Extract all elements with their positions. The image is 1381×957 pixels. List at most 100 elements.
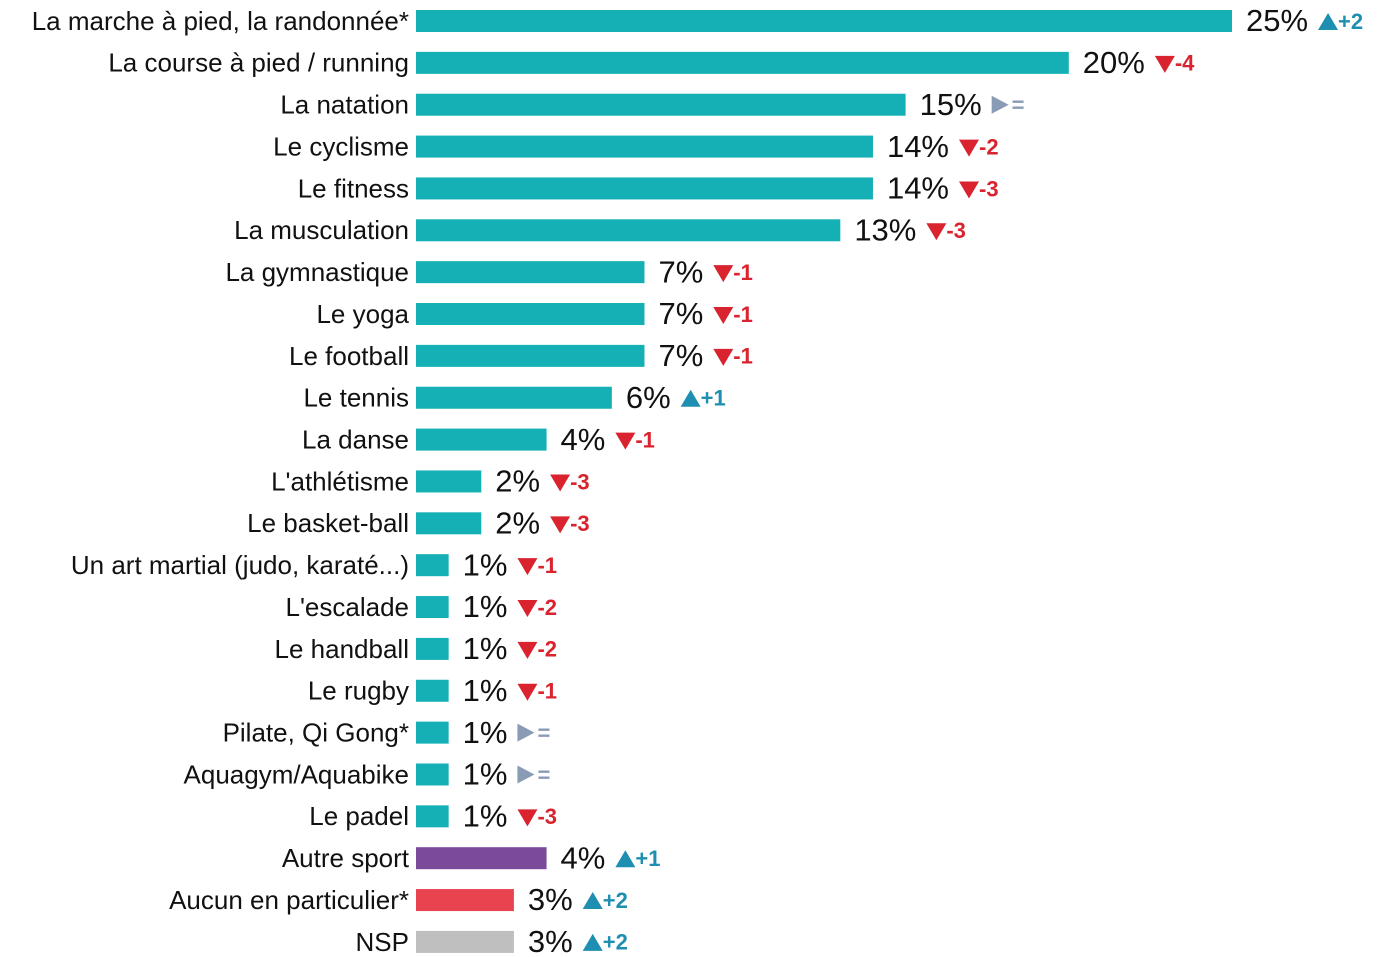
- value-label: 6%: [626, 380, 671, 415]
- change-label: =: [1012, 93, 1025, 118]
- value-label: 1%: [463, 631, 508, 666]
- change-label: =: [537, 762, 550, 787]
- bar: [416, 386, 612, 409]
- change-arrow: [517, 809, 538, 827]
- bar: [416, 805, 449, 828]
- change-label: -3: [570, 511, 590, 536]
- change-label: =: [537, 720, 550, 745]
- change-arrow: [680, 389, 701, 407]
- value-label: 13%: [854, 212, 916, 247]
- value-label: 1%: [463, 673, 508, 708]
- change-arrow: [582, 892, 603, 910]
- change-label: +2: [1338, 9, 1363, 34]
- bar: [416, 51, 1069, 74]
- bar: [416, 135, 873, 158]
- change-label: -1: [635, 427, 655, 452]
- change-label: -2: [537, 637, 557, 662]
- value-label: 3%: [528, 882, 573, 917]
- change-arrow: [991, 95, 1009, 114]
- change-label: -3: [946, 218, 966, 243]
- value-label: 7%: [658, 338, 703, 373]
- bar: [416, 763, 449, 786]
- bar: [416, 93, 906, 116]
- change-label: -1: [537, 553, 557, 578]
- change-arrow: [550, 474, 571, 492]
- category-label: La course à pied / running: [108, 48, 409, 78]
- change-label: -3: [570, 469, 590, 494]
- change-label: -1: [537, 679, 557, 704]
- bar: [416, 512, 482, 535]
- change-arrow: [959, 181, 980, 199]
- value-label: 14%: [887, 171, 949, 206]
- change-arrow: [959, 139, 980, 157]
- value-label: 7%: [658, 254, 703, 289]
- bar: [416, 428, 547, 451]
- change-arrow: [1318, 13, 1339, 30]
- category-label: Le rugby: [308, 676, 409, 706]
- change-label: -1: [733, 344, 753, 369]
- change-arrow: [517, 683, 538, 701]
- value-label: 1%: [463, 715, 508, 750]
- category-label: Le fitness: [298, 173, 409, 203]
- bar: [416, 344, 645, 367]
- change-arrow: [517, 600, 538, 618]
- change-label: -4: [1175, 51, 1195, 76]
- change-label: -2: [979, 134, 999, 159]
- category-label: NSP: [356, 927, 409, 957]
- category-label: Le football: [289, 341, 409, 371]
- category-label: Le padel: [309, 801, 409, 831]
- change-label: +1: [635, 846, 660, 871]
- bar: [416, 596, 449, 619]
- value-label: 20%: [1083, 45, 1145, 80]
- bar: [416, 889, 514, 912]
- category-label: Un art martial (judo, karaté...): [71, 550, 409, 580]
- value-label: 3%: [528, 924, 573, 957]
- value-label: 14%: [887, 129, 949, 164]
- bar: [416, 721, 449, 744]
- bar: [416, 637, 449, 660]
- bar: [416, 177, 873, 200]
- bar: [416, 470, 482, 493]
- category-label: Le basket-ball: [247, 508, 409, 538]
- change-arrow: [517, 723, 535, 742]
- change-arrow: [517, 765, 535, 784]
- change-label: -1: [733, 302, 753, 327]
- category-label: Aquagym/Aquabike: [184, 759, 409, 789]
- bar: [416, 10, 1232, 32]
- category-label: Le handball: [275, 634, 409, 664]
- category-label: La gymnastique: [225, 257, 409, 287]
- category-label: La marche à pied, la randonnée*: [32, 6, 409, 36]
- bar: [416, 261, 645, 284]
- value-label: 4%: [561, 422, 606, 457]
- change-arrow: [517, 558, 538, 576]
- value-label: 1%: [463, 757, 508, 792]
- bar: [416, 679, 449, 702]
- category-label: La natation: [280, 90, 409, 120]
- change-arrow: [713, 307, 734, 325]
- value-label: 2%: [495, 464, 540, 499]
- change-label: -1: [733, 260, 753, 285]
- bar: [416, 847, 547, 870]
- value-label: 1%: [463, 589, 508, 624]
- value-label: 1%: [463, 799, 508, 834]
- category-label: La musculation: [234, 215, 409, 245]
- change-label: -2: [537, 595, 557, 620]
- category-label: Autre sport: [282, 843, 410, 873]
- change-label: -3: [537, 804, 557, 829]
- category-label: L'athlétisme: [271, 466, 409, 496]
- bar: [416, 219, 841, 242]
- bar: [416, 554, 449, 577]
- change-arrow: [1154, 55, 1175, 73]
- category-label: Pilate, Qi Gong*: [223, 717, 409, 747]
- category-label: Aucun en particulier*: [169, 885, 409, 915]
- category-label: La danse: [302, 424, 409, 454]
- change-arrow: [550, 516, 571, 534]
- value-label: 4%: [561, 840, 606, 875]
- change-arrow: [615, 432, 636, 450]
- value-label: 2%: [495, 506, 540, 541]
- bar: [416, 930, 514, 953]
- category-label: Le yoga: [316, 299, 409, 329]
- value-label: 15%: [920, 87, 982, 122]
- value-label: 1%: [463, 547, 508, 582]
- category-label: Le tennis: [303, 383, 409, 413]
